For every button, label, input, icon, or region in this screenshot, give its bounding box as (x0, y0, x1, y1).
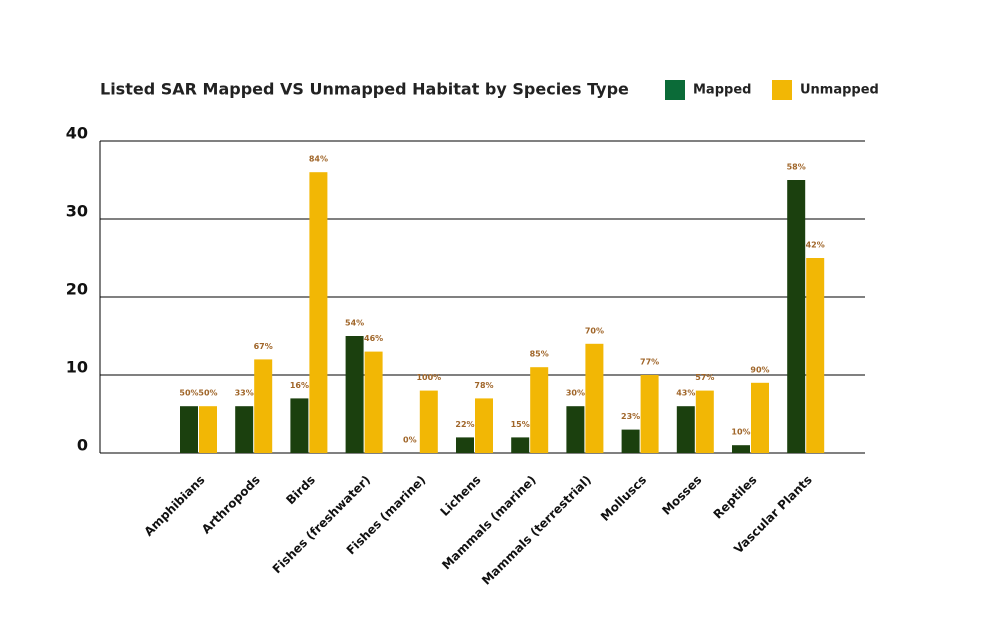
bar (806, 258, 825, 453)
bar (566, 406, 585, 453)
x-tick-label: Mammals (marine) (439, 473, 539, 573)
x-tick-label: Amphibians (141, 473, 207, 539)
data-label: 67% (254, 342, 273, 351)
data-label: 0% (403, 436, 417, 445)
data-label: 10% (731, 428, 750, 437)
x-tick-label: Arthropods (199, 473, 263, 537)
x-tick-label: Mammals (terrestrial) (479, 473, 594, 588)
bar (199, 406, 217, 453)
data-label: 33% (235, 389, 254, 398)
data-label: 43% (676, 389, 695, 398)
legend-swatch (665, 80, 685, 100)
bar (475, 398, 493, 453)
data-label: 50% (198, 389, 217, 398)
bar (456, 437, 474, 453)
y-tick-label: 20 (66, 280, 88, 299)
bar (676, 406, 695, 453)
data-label: 22% (455, 420, 474, 429)
data-label: 15% (511, 420, 530, 429)
data-label: 30% (566, 389, 585, 398)
data-label: 77% (640, 358, 659, 367)
x-tick-label: Reptiles (711, 473, 760, 522)
x-tick-label: Mosses (659, 473, 704, 518)
x-tick-label: Birds (283, 473, 318, 508)
bar (621, 429, 640, 453)
x-tick-label: Fishes (freshwater) (270, 473, 374, 577)
bar (585, 343, 604, 453)
data-label: 54% (345, 319, 364, 328)
data-label: 100% (416, 373, 441, 382)
bar (254, 359, 273, 453)
bar (511, 437, 530, 453)
x-tick-label: Lichens (437, 473, 483, 519)
bar (640, 375, 659, 453)
y-tick-label: 0 (77, 436, 88, 455)
data-label: 78% (474, 381, 493, 390)
data-label: 57% (695, 373, 714, 382)
legend-label: Mapped (693, 83, 751, 98)
data-label: 84% (309, 155, 328, 164)
x-tick-label: Molluscs (598, 473, 649, 524)
bar (732, 445, 750, 453)
bar (309, 172, 328, 453)
data-label: 50% (179, 389, 198, 398)
bar (530, 367, 549, 453)
bar (419, 390, 438, 453)
y-tick-label: 30 (66, 202, 88, 221)
bar (180, 406, 198, 453)
bar (364, 351, 383, 453)
data-label: 90% (750, 365, 769, 374)
chart-title: Listed SAR Mapped VS Unmapped Habitat by… (100, 80, 629, 99)
bar (787, 180, 806, 453)
data-label: 85% (530, 350, 549, 359)
bar (751, 382, 769, 453)
y-tick-label: 40 (66, 124, 88, 143)
legend-label: Unmapped (800, 83, 879, 98)
data-label: 70% (585, 326, 604, 335)
y-tick-label: 10 (66, 358, 88, 377)
bar (695, 390, 714, 453)
data-label: 16% (290, 381, 309, 390)
legend-swatch (772, 80, 792, 100)
data-label: 58% (787, 163, 806, 172)
bar (235, 406, 254, 453)
data-label: 42% (806, 241, 825, 250)
data-label: 23% (621, 412, 640, 421)
data-label: 46% (364, 334, 383, 343)
bar (345, 336, 364, 453)
bar (290, 398, 309, 453)
